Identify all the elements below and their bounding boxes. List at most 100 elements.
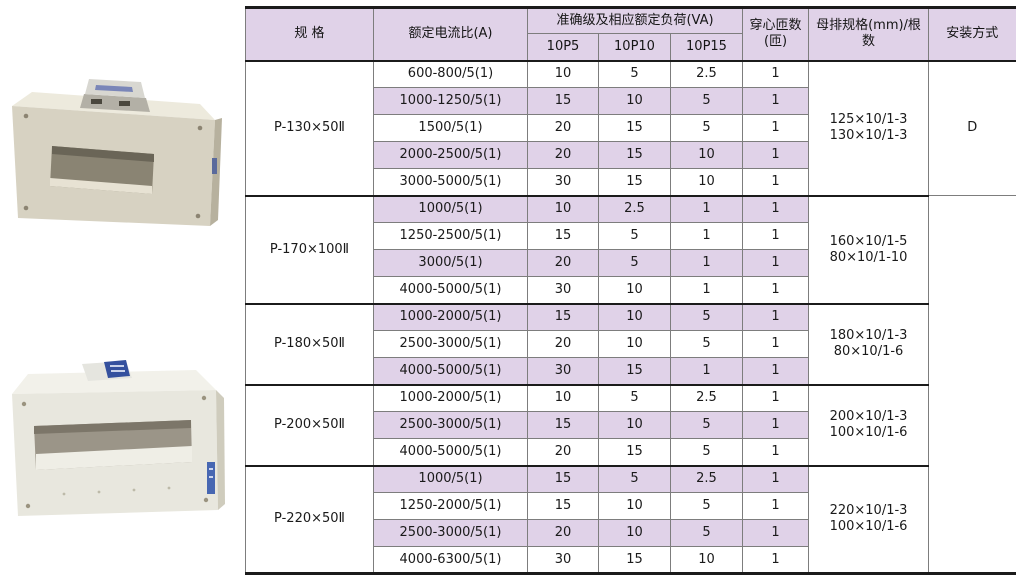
product-photo-bottom <box>4 346 232 540</box>
va-10p5-cell: 10 <box>527 59 599 88</box>
ratio-cell: 1000-2000/5(1) <box>373 302 528 331</box>
va-10p15-cell: 2.5 <box>669 464 744 493</box>
va-10p15-cell: 5 <box>669 87 744 115</box>
va-10p15-cell: 2.5 <box>669 59 744 88</box>
va-10p10-cell: 10 <box>598 519 671 547</box>
terminal-block-label <box>95 85 133 92</box>
table-row: 4000-5000/5(1) 20 15 5 1 <box>246 438 1016 466</box>
busbar-cell: 200×10/1-3 100×10/1-6 <box>808 383 930 466</box>
busbar-line: 80×10/1-6 <box>833 344 904 359</box>
vent-dot <box>167 486 171 490</box>
va-10p10-cell: 5 <box>598 222 671 250</box>
turns-cell: 1 <box>742 330 810 358</box>
spec-cell: P-200×50Ⅱ <box>245 383 374 466</box>
table-row: P-170×100Ⅱ 1000/5(1) 10 2.5 1 1 160×10/1… <box>245 194 1016 304</box>
va-10p10-cell: 5 <box>598 59 671 88</box>
header-spec: 规 格 <box>245 7 374 61</box>
table-row: P-200×50Ⅱ 1000-2000/5(1) 10 5 2.5 1 200×… <box>245 383 1016 466</box>
va-10p10-cell: 10 <box>598 411 671 439</box>
turns-cell: 1 <box>742 438 810 466</box>
va-10p10-cell: 15 <box>598 357 671 385</box>
ct-illustration-compact <box>12 79 222 226</box>
turns-cell: 1 <box>742 546 810 574</box>
terminal-block-label <box>104 360 130 378</box>
product-photo-top <box>4 66 232 245</box>
terminal-label-line <box>110 365 124 367</box>
va-10p15-cell: 5 <box>669 411 744 439</box>
table-row: 2500-3000/5(1) 20 10 5 1 <box>246 519 1016 547</box>
va-10p15-cell: 1 <box>669 357 744 385</box>
corner-screw <box>23 205 29 211</box>
group-p180x50: P-180×50Ⅱ 1000-2000/5(1) 15 10 5 1 180×1… <box>245 302 1016 385</box>
ratio-cell: 1000-2000/5(1) <box>373 383 528 412</box>
busbar-line: 100×10/1-6 <box>829 519 908 535</box>
vent-dot <box>97 490 101 494</box>
va-10p5-cell: 20 <box>527 519 599 547</box>
ratio-cell: 3000-5000/5(1) <box>373 168 528 196</box>
va-10p10-cell: 10 <box>598 87 671 115</box>
group-p170x100: P-170×100Ⅱ 1000/5(1) 10 2.5 1 1 160×10/1… <box>245 194 1016 304</box>
header-10p15: 10P15 <box>669 33 744 61</box>
table-row: 2000-2500/5(1) 20 15 10 1 <box>246 141 1016 169</box>
va-10p15-cell: 5 <box>669 114 744 142</box>
turns-cell: 1 <box>742 357 810 385</box>
va-10p15-cell: 5 <box>669 519 744 547</box>
turns-cell: 1 <box>742 168 810 196</box>
table-row: P-180×50Ⅱ 1000-2000/5(1) 15 10 5 1 180×1… <box>245 302 1016 385</box>
ratio-cell: 1000-1250/5(1) <box>373 87 528 115</box>
ct-window-sill <box>50 178 152 194</box>
busbar-line: 130×10/1-3 <box>829 128 908 143</box>
va-10p5-cell: 15 <box>527 492 599 520</box>
side-label-line <box>209 476 213 478</box>
vent-dot <box>62 492 66 496</box>
ratio-cell: 1000/5(1) <box>373 194 528 223</box>
busbar-line: 160×10/1-5 <box>829 233 908 249</box>
va-10p15-cell: 5 <box>669 302 744 331</box>
ratio-cell: 2500-3000/5(1) <box>373 519 528 547</box>
table-row: 4000-5000/5(1) 30 10 1 1 <box>246 276 1016 304</box>
table-row: 3000/5(1) 20 5 1 1 <box>246 249 1016 277</box>
va-10p10-cell: 15 <box>598 546 671 574</box>
va-10p5-cell: 30 <box>527 546 599 574</box>
ratio-cell: 1250-2500/5(1) <box>373 222 528 250</box>
spec-cell: P-180×50Ⅱ <box>245 302 374 385</box>
va-10p5-cell: 20 <box>527 330 599 358</box>
header-row-1: 规 格 额定电流比(A) 准确级及相应额定负荷(VA) 穿心匝数(匝) 母排规格… <box>245 7 1016 61</box>
corner-screw <box>201 395 207 401</box>
va-10p10-cell: 10 <box>598 492 671 520</box>
terminal-slot-left <box>91 99 102 104</box>
va-10p5-cell: 20 <box>527 438 599 466</box>
va-10p5-cell: 20 <box>527 114 599 142</box>
header-10p5: 10P5 <box>527 33 599 61</box>
ct-top-face <box>12 370 216 394</box>
table-row: P-130×50Ⅱ 600-800/5(1) 10 5 2.5 1 125×10… <box>245 59 1016 196</box>
turns-cell: 1 <box>742 383 810 412</box>
install-cell: D <box>928 59 1016 196</box>
header-ratio: 额定电流比(A) <box>373 7 528 61</box>
va-10p10-cell: 5 <box>598 249 671 277</box>
ratio-cell: 4000-5000/5(1) <box>373 276 528 304</box>
vent-dot <box>132 488 136 492</box>
va-10p15-cell: 10 <box>669 141 744 169</box>
va-10p15-cell: 10 <box>669 546 744 574</box>
busbar-cell: 125×10/1-3 130×10/1-3 <box>808 59 930 196</box>
va-10p15-cell: 1 <box>669 194 744 223</box>
turns-cell: 1 <box>742 194 810 223</box>
busbar-line: 200×10/1-3 <box>829 409 908 424</box>
table-row: 1500/5(1) 20 15 5 1 <box>246 114 1016 142</box>
terminal-block-base <box>80 94 150 112</box>
group-p200x50: P-200×50Ⅱ 1000-2000/5(1) 10 5 2.5 1 200×… <box>245 383 1016 466</box>
side-label-line <box>209 468 213 470</box>
ratio-cell: 4000-5000/5(1) <box>373 438 528 466</box>
va-10p5-cell: 15 <box>527 411 599 439</box>
va-10p5-cell: 15 <box>527 464 599 493</box>
va-10p5-cell: 30 <box>527 357 599 385</box>
va-10p10-cell: 15 <box>598 438 671 466</box>
ratio-cell: 2500-3000/5(1) <box>373 411 528 439</box>
turns-cell: 1 <box>742 519 810 547</box>
busbar-cell: 180×10/1-3 80×10/1-6 <box>808 302 930 385</box>
header-busbar: 母排规格(mm)/根数 <box>808 7 930 61</box>
ct-window-shadow <box>52 146 154 162</box>
terminal-label-line <box>111 370 125 372</box>
